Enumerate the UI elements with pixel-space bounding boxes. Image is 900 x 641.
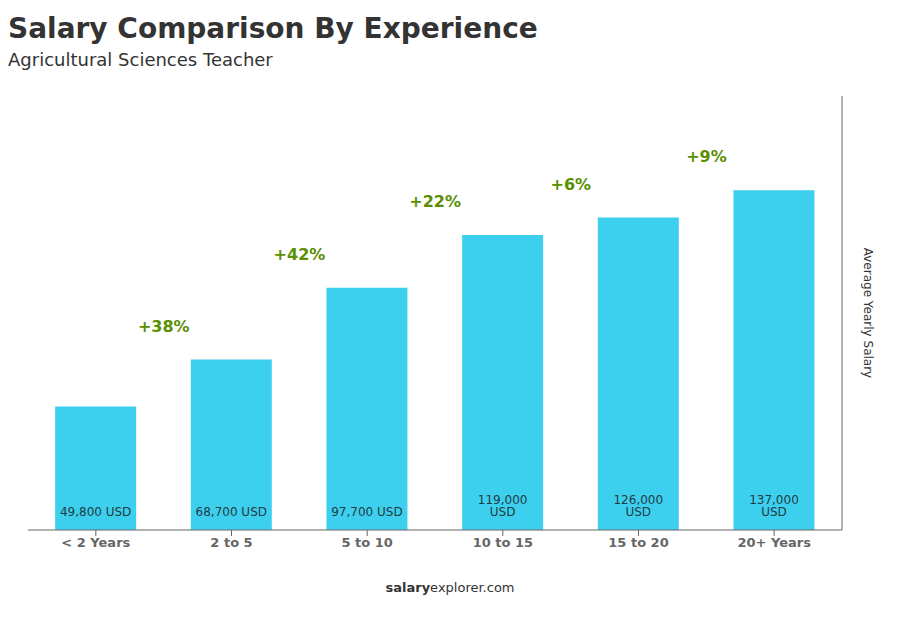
svg-text:20+ Years: 20+ Years xyxy=(737,535,811,550)
svg-text:126,000USD: 126,000USD xyxy=(613,493,663,519)
svg-text:Average Yearly Salary: Average Yearly Salary xyxy=(861,248,875,378)
svg-text:97,700 USD: 97,700 USD xyxy=(331,505,402,519)
svg-text:+6%: +6% xyxy=(551,175,592,194)
svg-text:68,700 USD: 68,700 USD xyxy=(196,505,267,519)
svg-text:15 to 20: 15 to 20 xyxy=(608,535,668,550)
svg-text:+9%: +9% xyxy=(686,147,727,166)
html-text:Agricultural Sciences Teacher: Agricultural Sciences Teacher xyxy=(8,49,273,70)
svg-text:+42%: +42% xyxy=(274,245,326,264)
svg-text:119,000USD: 119,000USD xyxy=(478,493,528,519)
svg-text:+22%: +22% xyxy=(409,192,461,211)
svg-text:+38%: +38% xyxy=(138,317,190,336)
svg-text:2 to 5: 2 to 5 xyxy=(210,535,252,550)
svg-text:137,000USD: 137,000USD xyxy=(749,493,799,519)
svg-text:< 2 Years: < 2 Years xyxy=(61,535,130,550)
html-text:salary explorer.com: salary explorer.com xyxy=(385,580,515,595)
svg-text:5 to 10: 5 to 10 xyxy=(341,535,392,550)
svg-text:10 to 15: 10 to 15 xyxy=(473,535,533,550)
svg-text:49,800 USD: 49,800 USD xyxy=(60,505,131,519)
html-text:Salary Comparison By Experienc: Salary Comparison By Experience xyxy=(8,12,538,45)
